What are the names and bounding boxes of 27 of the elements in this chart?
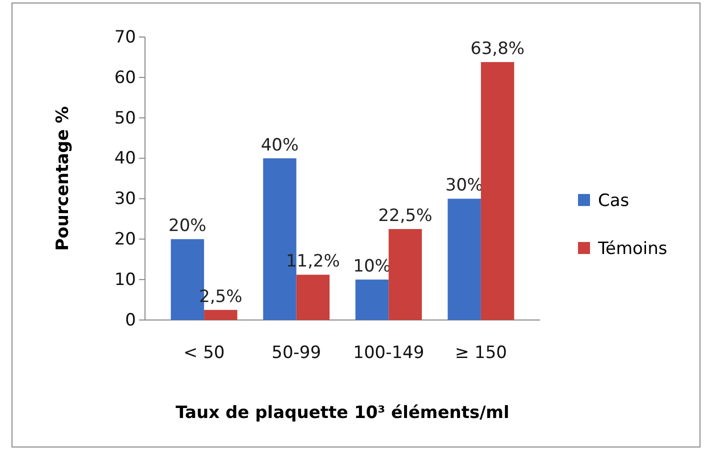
x-axis-title: Taux de plaquette 10³ éléments/ml: [176, 403, 510, 423]
bar: [448, 198, 481, 320]
data-label: 40%: [260, 135, 299, 156]
x-tick-label: 50-99: [272, 343, 322, 364]
y-tick-label: 40: [114, 148, 136, 169]
data-label: 22,5%: [378, 206, 432, 226]
data-label: 63,8%: [470, 39, 525, 60]
y-tick-label: 0: [125, 310, 136, 330]
bar: [355, 280, 389, 320]
legend-label: Cas: [598, 191, 630, 211]
bar: [204, 310, 238, 320]
y-tick-label: 30: [114, 189, 136, 210]
data-label: 30%: [445, 176, 484, 196]
y-tick-label: 20: [114, 230, 136, 250]
legend-label: Témoins: [597, 239, 668, 259]
y-tick-label: 50: [114, 108, 136, 128]
bar: [296, 274, 330, 320]
y-tick-label: 60: [114, 68, 136, 88]
y-tick-label: 70: [114, 27, 136, 48]
x-tick-label: 100-149: [353, 343, 424, 364]
data-label: 20%: [168, 216, 206, 236]
x-tick-label: < 50: [183, 343, 225, 364]
bar: [480, 62, 514, 320]
bar: [388, 229, 422, 320]
x-tick-label: ≥ 150: [454, 343, 507, 364]
y-tick-label: 10: [114, 270, 136, 290]
y-axis-title: Pourcentage %: [53, 106, 73, 251]
